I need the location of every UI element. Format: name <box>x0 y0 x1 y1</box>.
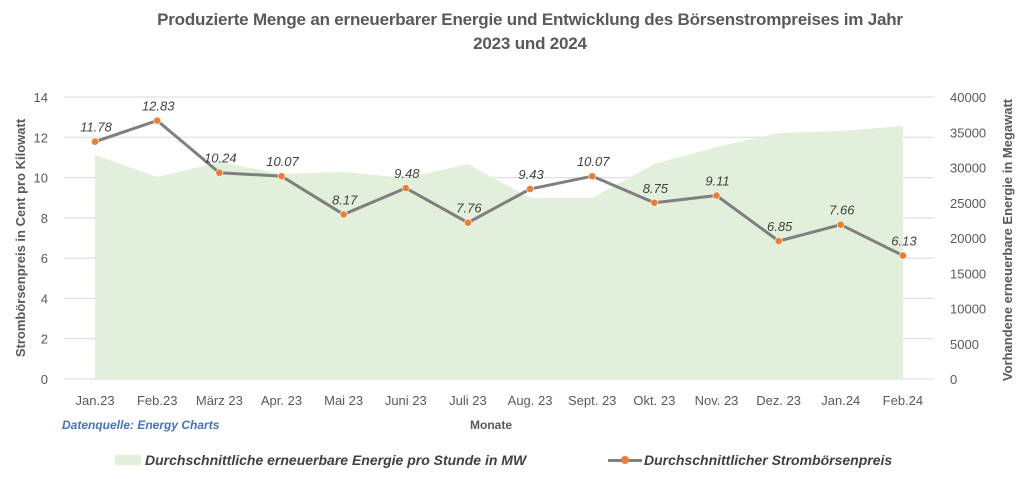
price-data-label: 7.66 <box>829 203 855 218</box>
area-renewable-energy <box>95 125 903 380</box>
y-left-tick-label: 14 <box>34 90 48 105</box>
x-tick-label: Dez. 23 <box>756 393 801 408</box>
y-right-tick-label: 10000 <box>950 302 986 317</box>
price-data-label: 10.07 <box>577 154 610 169</box>
x-tick-label: Apr. 23 <box>261 393 302 408</box>
price-marker <box>899 251 907 260</box>
legend-label-area: Durchschnittliche erneuerbare Energie pr… <box>145 452 527 468</box>
price-data-label: 6.85 <box>767 219 793 234</box>
price-data-label: 6.13 <box>891 234 917 249</box>
price-data-label: 11.78 <box>80 120 112 135</box>
y-right-tick-label: 35000 <box>950 125 986 140</box>
price-data-label: 9.48 <box>394 166 420 181</box>
price-data-label: 10.07 <box>266 154 299 169</box>
line-series <box>91 116 907 260</box>
price-marker <box>339 210 348 219</box>
price-data-label: 10.24 <box>204 151 237 166</box>
legend-swatch-area-icon <box>115 455 141 465</box>
y-axis-left-title: Strombörsenpreis in Cent pro Kilowatt <box>13 118 28 357</box>
y-left-tick-label: 8 <box>41 211 48 226</box>
y-axis-right-title: Vorhandene erneuerbare Energie in Megawa… <box>1000 98 1015 381</box>
price-marker <box>774 237 783 245</box>
y-right-tick-label: 25000 <box>950 196 986 211</box>
legend-item-line: Durchschnittlicher Strombörsenpreis <box>608 452 892 468</box>
y-left-tick-label: 0 <box>41 372 48 387</box>
price-marker <box>526 185 534 193</box>
price-marker <box>91 137 99 146</box>
y-axis-right-ticks: 0 5000 10000 15000 20000 25000 30000 35000 40000 <box>950 90 986 387</box>
x-tick-label: Jan.23 <box>76 393 115 408</box>
y-left-tick-label: 10 <box>34 171 48 186</box>
price-data-label: 8.17 <box>332 192 358 207</box>
area-series <box>95 125 903 380</box>
x-axis-title: Monate <box>470 418 512 432</box>
x-tick-label: Feb.23 <box>137 393 177 408</box>
y-right-tick-label: 30000 <box>950 161 986 176</box>
price-data-label: 8.75 <box>643 181 669 196</box>
x-tick-label: Mai 23 <box>324 393 363 408</box>
y-left-tick-label: 12 <box>34 130 48 145</box>
x-tick-label: Jan.24 <box>821 393 860 408</box>
x-tick-label: Feb.24 <box>883 393 923 408</box>
data-labels: 11.78 12.83 10.24 10.07 8.17 9.48 7.76 9.43 10.0… <box>80 99 917 249</box>
data-source-note: Datenquelle: Energy Charts <box>62 418 220 432</box>
x-tick-label: Aug. 23 <box>508 393 553 408</box>
x-tick-label: Juni 23 <box>385 393 427 408</box>
y-right-tick-label: 0 <box>950 372 957 387</box>
y-right-tick-label: 20000 <box>950 231 986 246</box>
legend-swatch-line-icon <box>608 454 642 466</box>
chart-title: Produzierte Menge an erneuerbarer Energi… <box>0 8 1024 56</box>
price-marker <box>588 172 597 181</box>
y-left-tick-label: 6 <box>41 251 48 266</box>
x-tick-label: Sept. 23 <box>568 393 616 408</box>
price-marker <box>153 116 162 125</box>
price-data-label: 12.83 <box>142 99 175 114</box>
line-price <box>94 119 904 257</box>
price-marker <box>712 191 721 200</box>
y-right-tick-label: 5000 <box>950 337 979 352</box>
y-right-tick-label: 15000 <box>950 266 986 281</box>
price-data-label: 7.76 <box>456 201 482 216</box>
x-tick-label: Nov. 23 <box>695 393 739 408</box>
price-marker <box>401 184 410 192</box>
legend-item-area: Durchschnittliche erneuerbare Energie pr… <box>115 452 526 468</box>
x-tick-label: Juli 23 <box>449 393 487 408</box>
x-tick-label: März 23 <box>196 393 243 408</box>
y-left-tick-label: 2 <box>41 332 48 347</box>
price-data-label: 9.11 <box>705 173 729 188</box>
y-left-tick-label: 4 <box>41 291 48 306</box>
y-axis-left-ticks: 0 2 4 6 8 10 12 14 <box>34 90 48 387</box>
price-marker <box>277 172 286 181</box>
price-marker <box>464 218 472 227</box>
x-axis-ticks: Jan.23 Feb.23 März 23 Apr. 23 Mai 23 Juni 23 J… <box>76 393 924 408</box>
x-tick-label: Okt. 23 <box>633 393 675 408</box>
y-right-tick-label: 40000 <box>950 90 986 105</box>
price-marker <box>650 198 659 207</box>
chart-title-line-2: 2023 und 2024 <box>473 34 587 53</box>
price-marker <box>215 168 224 177</box>
price-marker <box>836 220 845 229</box>
price-data-label: 9.43 <box>518 167 544 182</box>
chart-title-line-1: Produzierte Menge an erneuerbarer Energi… <box>157 10 903 29</box>
legend-label-line: Durchschnittlicher Strombörsenpreis <box>644 452 893 468</box>
